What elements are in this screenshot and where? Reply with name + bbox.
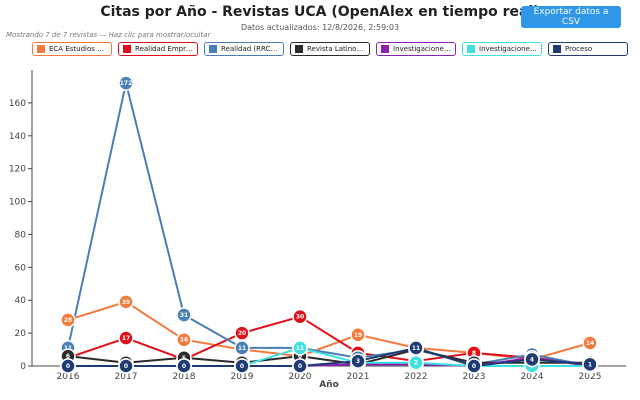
point-s1-4	[292, 308, 308, 325]
point-label-s1-3: 20	[238, 330, 246, 337]
legend-swatch-1	[123, 45, 131, 53]
legend: ECA Estudios Ce... Realidad Empres... Real…	[32, 42, 628, 56]
point-s6-9	[582, 356, 598, 373]
legend-swatch-3	[295, 45, 303, 53]
series-line-0	[67, 300, 591, 361]
y-tick-label-8: 160	[9, 99, 26, 109]
legend-hint: Mostrando 7 de 7 revistas — Haz clic par…	[6, 31, 211, 39]
point-s6-7	[466, 358, 482, 374]
x-tick-label-5: 2021	[347, 372, 370, 382]
point-label-s3-0: 6	[66, 353, 70, 360]
point-label-s0-1: 39	[122, 299, 130, 306]
legend-swatch-2	[209, 45, 217, 53]
point-s6-0	[60, 358, 76, 374]
y-tick-label-1: 20	[15, 329, 27, 339]
legend-swatch-6	[553, 45, 561, 53]
point-s2-2	[176, 307, 192, 323]
legend-swatch-5	[467, 45, 475, 53]
point-s6-2	[176, 358, 192, 374]
point-s0-0	[60, 312, 76, 328]
point-s6-3	[234, 358, 250, 374]
point-label-s2-1: 172	[120, 80, 133, 87]
series-line-2	[67, 82, 591, 367]
updated-timestamp: Datos actualizados: 12/8/2026, 2:59:03	[240, 23, 400, 32]
point-s5-4	[292, 340, 308, 356]
point-s6-6	[408, 340, 424, 356]
point-s0-5	[350, 327, 366, 343]
x-tick-label-0: 2016	[57, 372, 80, 382]
x-tick-label-2: 2018	[173, 372, 196, 382]
point-label-s6-0: 0	[66, 363, 70, 370]
x-tick-label-3: 2019	[231, 372, 254, 382]
point-s1-1	[118, 330, 134, 346]
legend-item-0[interactable]: ECA Estudios Ce...	[32, 42, 112, 56]
point-s0-9	[582, 335, 598, 351]
point-label-s0-9: 14	[586, 340, 594, 347]
point-label-s6-6: 11	[412, 345, 420, 352]
point-label-s0-0: 28	[64, 317, 72, 324]
point-s6-5	[350, 353, 366, 369]
point-s1-3	[234, 325, 250, 341]
chart-title: Citas por Año - Revistas UCA (OpenAlex e…	[100, 4, 540, 20]
legend-item-1[interactable]: Realidad Empres...	[118, 42, 198, 56]
point-label-s6-8: 4	[530, 356, 534, 363]
point-s0-1	[118, 294, 134, 310]
point-label-s1-7: 8	[472, 350, 476, 357]
point-label-s0-2: 16	[180, 337, 188, 344]
point-s6-8	[524, 351, 540, 368]
y-tick-label-4: 80	[15, 230, 27, 240]
series-line-6	[68, 346, 591, 367]
legend-swatch-0	[37, 45, 45, 53]
point-label-s5-6: 2	[414, 360, 418, 367]
point-s6-1	[118, 358, 134, 374]
point-label-s2-3: 11	[238, 345, 246, 352]
legend-item-3[interactable]: Revista Latinoa...	[290, 42, 370, 56]
legend-item-2[interactable]: Realidad (RRCSH)	[204, 42, 284, 56]
point-label-s5-4: 11	[296, 345, 304, 352]
y-tick-label-3: 60	[15, 263, 27, 273]
point-label-s6-1: 0	[124, 363, 128, 370]
y-tick-label-5: 100	[9, 198, 26, 208]
point-label-s6-5: 3	[356, 358, 360, 365]
legend-swatch-4	[381, 45, 389, 53]
legend-item-4[interactable]: Investigaciones...	[376, 42, 456, 56]
point-s2-3	[234, 340, 250, 356]
x-tick-label-6: 2022	[405, 372, 428, 382]
y-tick-label-0: 0	[20, 362, 26, 372]
point-s2-1	[118, 75, 134, 91]
x-tick-label-9: 2025	[579, 372, 602, 382]
point-s5-6	[408, 354, 424, 371]
y-tick-label-6: 120	[9, 165, 26, 175]
x-tick-label-4: 2020	[289, 372, 312, 382]
point-label-s3-4: 6	[298, 353, 302, 360]
x-tick-label-8: 2024	[521, 372, 544, 382]
x-tick-label-1: 2017	[115, 372, 138, 382]
y-tick-label-7: 140	[9, 132, 26, 142]
point-label-s0-5: 19	[354, 332, 362, 339]
point-label-s6-3: 0	[240, 363, 244, 370]
point-label-s1-1: 17	[122, 335, 130, 342]
legend-item-6[interactable]: Proceso	[548, 42, 628, 56]
point-label-s6-9: 1	[588, 361, 592, 368]
legend-item-5[interactable]: Investigaciones...	[462, 42, 542, 56]
point-label-s6-4: 0	[298, 363, 302, 370]
point-label-s6-2: 0	[182, 363, 186, 370]
point-s6-4	[292, 358, 308, 374]
x-axis-title: Año	[319, 380, 339, 390]
point-label-s6-7: 0	[472, 363, 476, 370]
point-label-s1-4: 30	[296, 314, 304, 321]
point-label-s2-2: 31	[180, 312, 188, 319]
x-tick-label-7: 2023	[463, 372, 486, 382]
point-s0-2	[176, 331, 192, 348]
series-line-1	[67, 315, 591, 366]
export-csv-button[interactable]: Exportar datos a CSV	[521, 6, 621, 28]
y-tick-label-2: 40	[15, 296, 27, 306]
